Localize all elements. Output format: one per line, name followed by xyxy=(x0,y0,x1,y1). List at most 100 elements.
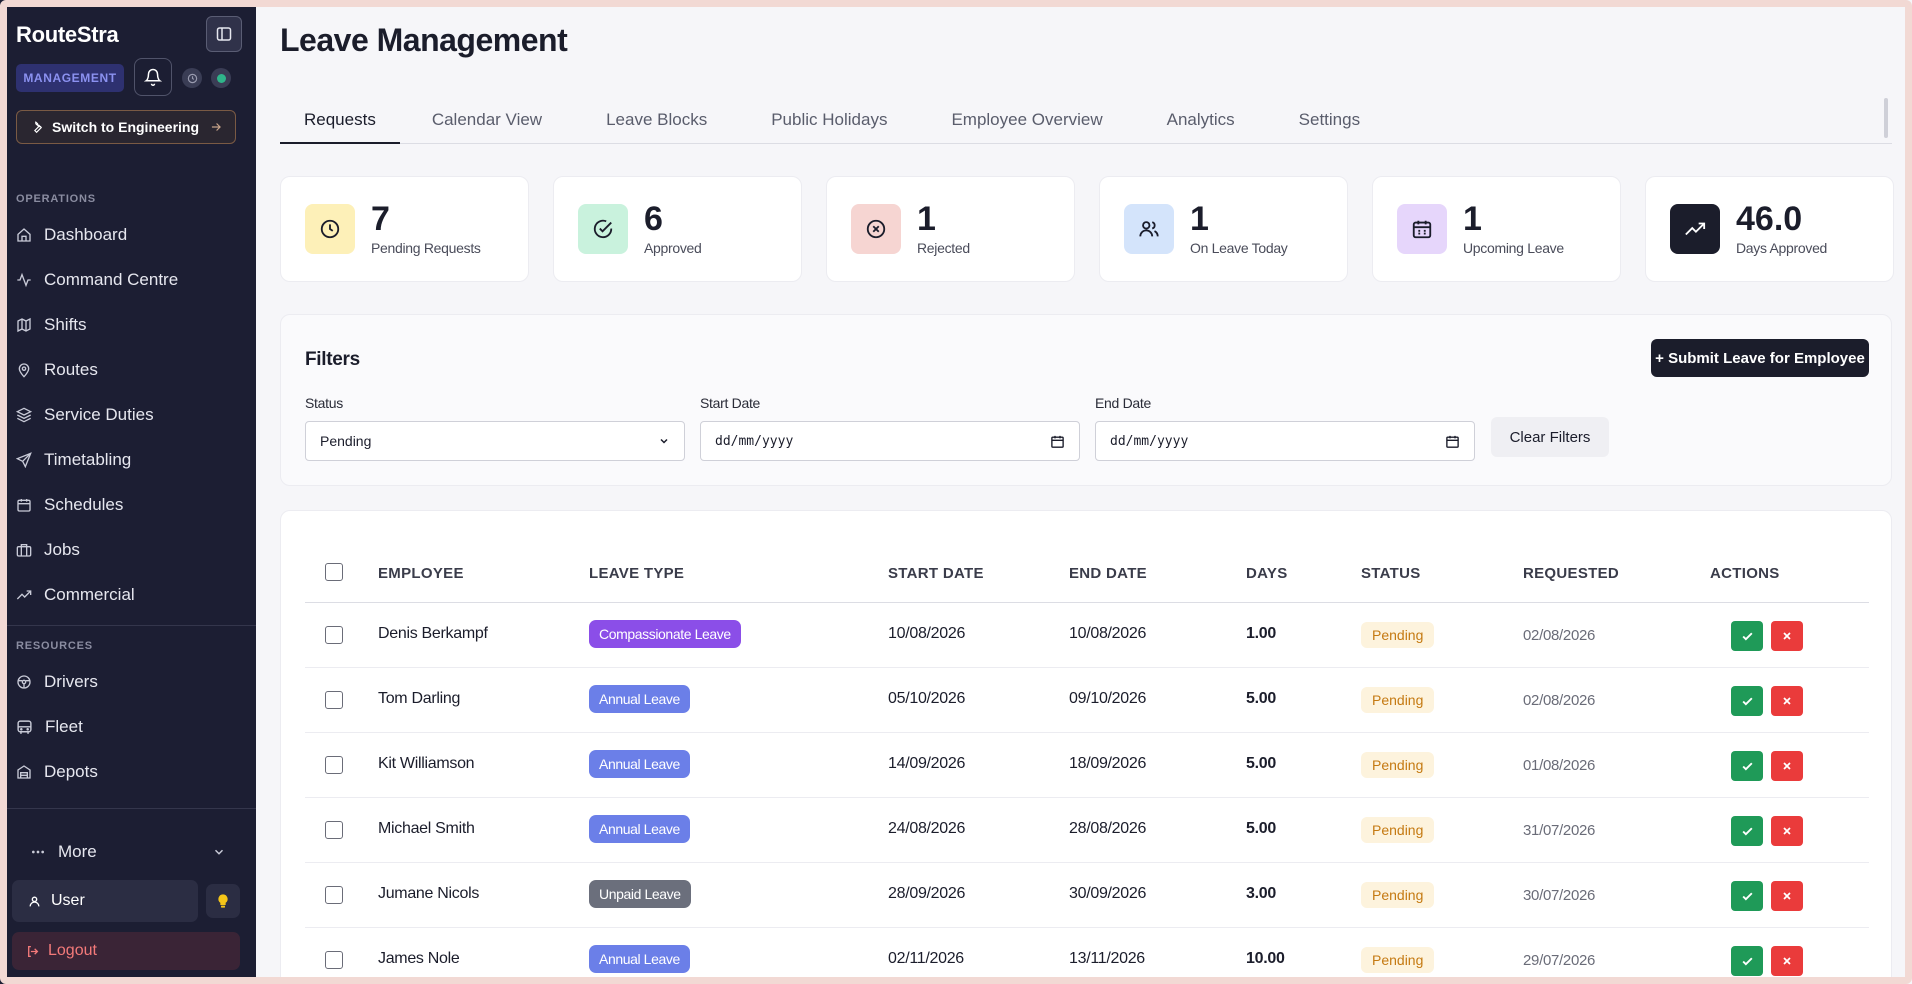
tab-leave-blocks[interactable]: Leave Blocks xyxy=(606,110,708,129)
start-date-input[interactable]: dd/mm/yyyy xyxy=(700,421,1080,461)
sidebar-divider xyxy=(0,808,256,809)
switch-mode-button[interactable]: Switch to Engineering xyxy=(16,110,236,144)
tab-calendar-view[interactable]: Calendar View xyxy=(431,110,543,129)
reject-button[interactable] xyxy=(1771,816,1803,846)
leave-type-badge: Annual Leave xyxy=(589,945,690,973)
row-checkbox[interactable] xyxy=(325,951,343,969)
requested-date-cell: 29/07/2026 xyxy=(1523,952,1596,969)
days-cell: 5.00 xyxy=(1246,690,1276,707)
employee-name[interactable]: Tom Darling xyxy=(378,690,461,707)
approve-button[interactable] xyxy=(1731,816,1763,846)
nav-item-service-duties[interactable]: Service Duties xyxy=(16,398,240,432)
stat-card-approved[interactable]: 6 Approved xyxy=(553,176,802,282)
column-header-employee[interactable]: EMPLOYEE xyxy=(378,565,464,582)
row-checkbox[interactable] xyxy=(325,691,343,709)
nav-item-dashboard[interactable]: Dashboard xyxy=(16,218,240,252)
stat-label: On Leave Today xyxy=(1190,240,1288,256)
user-menu-button[interactable]: User xyxy=(12,880,198,922)
chevron-down-icon xyxy=(214,849,224,855)
stat-icon-box xyxy=(305,204,355,254)
table-row[interactable]: Jumane Nicols Unpaid Leave 28/09/2026 30/09… xyxy=(305,863,1869,928)
table-row[interactable]: Tom Darling Annual Leave 05/10/2026 09/10/2… xyxy=(305,668,1869,733)
reject-button[interactable] xyxy=(1771,946,1803,976)
end-date-cell: 13/11/2026 xyxy=(1069,950,1145,967)
nav-item-commercial[interactable]: Commercial xyxy=(16,578,240,612)
employee-name[interactable]: Jumane Nicols xyxy=(378,885,480,902)
approve-button[interactable] xyxy=(1731,946,1763,976)
tabs-scrollbar[interactable] xyxy=(1884,98,1888,138)
stat-card-on-leave-today[interactable]: 1 On Leave Today xyxy=(1099,176,1348,282)
submit-leave-button[interactable]: + Submit Leave for Employee xyxy=(1651,339,1869,377)
tips-button[interactable] xyxy=(206,884,240,918)
reject-button[interactable] xyxy=(1771,686,1803,716)
more-menu-button[interactable]: More xyxy=(30,838,226,866)
employee-name[interactable]: Kit Williamson xyxy=(378,755,475,772)
approve-button[interactable] xyxy=(1731,686,1763,716)
table-row[interactable]: Denis Berkampf Compassionate Leave 10/08/2… xyxy=(305,603,1869,668)
column-header-leave-type[interactable]: LEAVE TYPE xyxy=(589,565,685,582)
approve-button[interactable] xyxy=(1731,751,1763,781)
column-header-requested[interactable]: REQUESTED xyxy=(1523,565,1620,582)
close-icon xyxy=(1783,632,1791,640)
column-header-days[interactable]: DAYS xyxy=(1246,565,1288,582)
requested-date-cell: 01/08/2026 xyxy=(1523,757,1596,774)
employee-name[interactable]: Denis Berkampf xyxy=(378,625,488,642)
nav-item-jobs[interactable]: Jobs xyxy=(16,533,240,567)
stat-card-upcoming-leave[interactable]: 1 Upcoming Leave xyxy=(1372,176,1621,282)
nav-item-depots[interactable]: Depots xyxy=(16,755,240,789)
table-row[interactable]: James Nole Annual Leave 02/11/2026 13/11/20… xyxy=(305,928,1869,984)
nav-item-timetabling[interactable]: Timetabling xyxy=(16,443,240,477)
approve-button[interactable] xyxy=(1731,881,1763,911)
reject-button[interactable] xyxy=(1771,621,1803,651)
tab-settings[interactable]: Settings xyxy=(1298,110,1361,129)
calendar-icon[interactable] xyxy=(1050,434,1065,449)
panel-icon xyxy=(216,27,232,41)
stat-icon-box xyxy=(578,204,628,254)
nav-item-drivers[interactable]: Drivers xyxy=(16,665,240,699)
table-row[interactable]: Kit Williamson Annual Leave 14/09/2026 18/0… xyxy=(305,733,1869,798)
close-icon xyxy=(1783,697,1791,705)
reject-button[interactable] xyxy=(1771,751,1803,781)
select-all-checkbox[interactable] xyxy=(325,563,343,581)
leave-type-badge: Annual Leave xyxy=(589,815,690,843)
stat-card-days-approved[interactable]: 46.0 Days Approved xyxy=(1645,176,1894,282)
employee-name[interactable]: James Nole xyxy=(378,950,460,967)
row-checkbox[interactable] xyxy=(325,626,343,644)
end-date-cell: 28/08/2026 xyxy=(1069,820,1147,837)
column-header-start-date[interactable]: START DATE xyxy=(888,565,984,582)
notifications-button[interactable] xyxy=(134,58,172,96)
check-icon xyxy=(1741,632,1753,641)
nav-item-routes[interactable]: Routes xyxy=(16,353,240,387)
nav-item-shifts[interactable]: Shifts xyxy=(16,308,240,342)
history-button[interactable] xyxy=(182,68,202,88)
employee-name[interactable]: Michael Smith xyxy=(378,820,475,837)
close-icon xyxy=(1783,827,1791,835)
row-checkbox[interactable] xyxy=(325,756,343,774)
ellipsis-icon xyxy=(32,850,44,854)
row-checkbox[interactable] xyxy=(325,821,343,839)
end-date-cell: 10/08/2026 xyxy=(1069,625,1147,642)
table-row[interactable]: Michael Smith Annual Leave 24/08/2026 28/08… xyxy=(305,798,1869,863)
approve-button[interactable] xyxy=(1731,621,1763,651)
nav-item-command-centre[interactable]: Command Centre xyxy=(16,263,240,297)
column-header-status[interactable]: STATUS xyxy=(1361,565,1421,582)
logout-button[interactable]: Logout xyxy=(12,932,240,970)
end-date-input[interactable]: dd/mm/yyyy xyxy=(1095,421,1475,461)
calendar-icon[interactable] xyxy=(1445,434,1460,449)
column-header-end-date[interactable]: END DATE xyxy=(1069,565,1147,582)
status-select[interactable]: Pending xyxy=(305,421,685,461)
clear-filters-button[interactable]: Clear Filters xyxy=(1491,417,1609,457)
nav-item-schedules[interactable]: Schedules xyxy=(16,488,240,522)
row-checkbox[interactable] xyxy=(325,886,343,904)
status-badge: Pending xyxy=(1361,752,1435,778)
reject-button[interactable] xyxy=(1771,881,1803,911)
tab-public-holidays[interactable]: Public Holidays xyxy=(771,110,888,129)
nav-item-fleet[interactable]: Fleet xyxy=(16,710,240,744)
section-label-resources: RESOURCES xyxy=(16,640,93,652)
stat-card-rejected[interactable]: 1 Rejected xyxy=(826,176,1075,282)
tab-requests[interactable]: Requests xyxy=(280,100,400,144)
tab-analytics[interactable]: Analytics xyxy=(1166,110,1235,129)
sidebar-toggle-button[interactable] xyxy=(206,16,242,52)
tab-employee-overview[interactable]: Employee Overview xyxy=(951,110,1103,129)
stat-card-pending[interactable]: 7 Pending Requests xyxy=(280,176,529,282)
